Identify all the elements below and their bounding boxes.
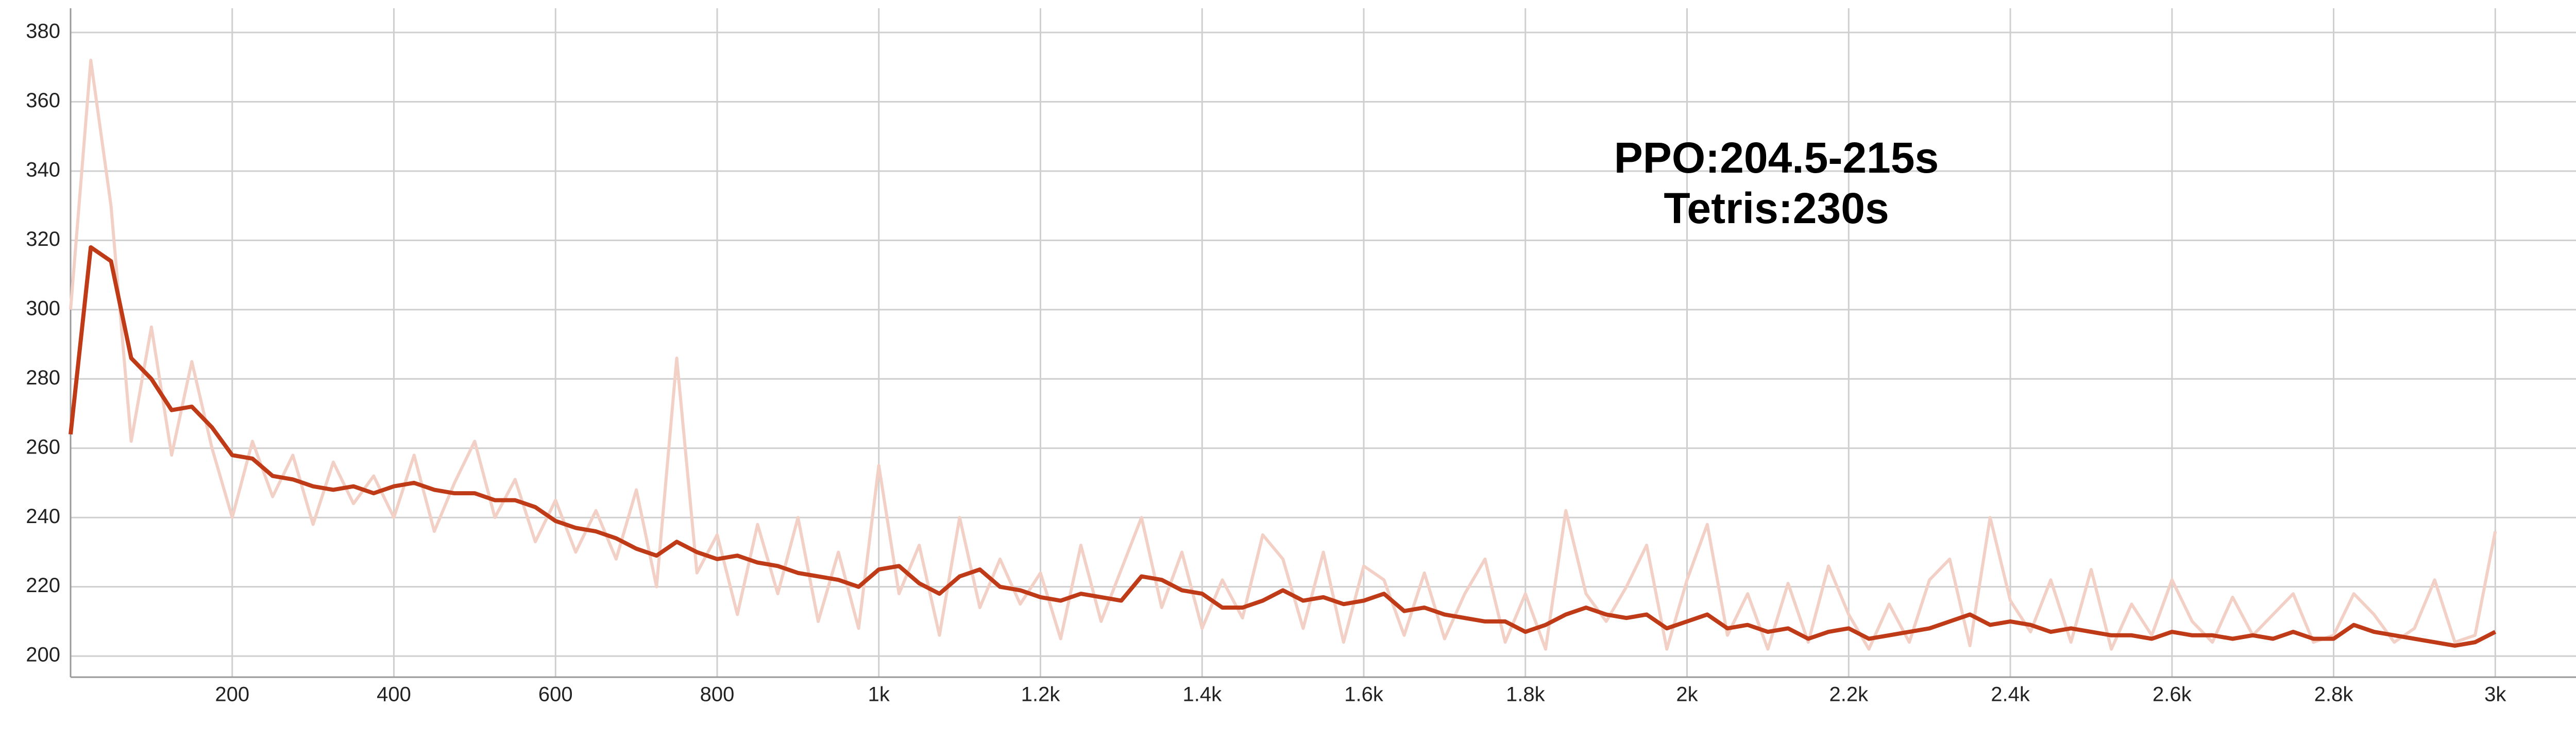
y-tick-label: 260 xyxy=(26,435,60,458)
x-tick-label: 2.4k xyxy=(1991,683,2030,706)
y-tick-label: 340 xyxy=(26,159,60,181)
x-tick-label: 2.6k xyxy=(2153,683,2192,706)
annotation: PPO:204.5-215s xyxy=(1614,133,1939,182)
x-tick-label: 400 xyxy=(377,683,411,706)
series-line xyxy=(69,245,2497,648)
x-tick-label: 2k xyxy=(1676,683,1698,706)
y-tick-label: 280 xyxy=(26,366,60,389)
x-tick-label: 1.2k xyxy=(1021,683,1061,706)
y-tick-label: 240 xyxy=(26,505,60,528)
x-tick-label: 2.2k xyxy=(1829,683,1869,706)
y-tick-label: 220 xyxy=(26,574,60,597)
series-line xyxy=(69,58,2497,651)
x-tick-label: 1k xyxy=(868,683,890,706)
y-tick-label: 200 xyxy=(26,644,60,666)
x-tick-label: 800 xyxy=(700,683,735,706)
annotation: Tetris:230s xyxy=(1664,184,1889,232)
x-tick-label: 1.4k xyxy=(1182,683,1222,706)
y-tick-label: 380 xyxy=(26,20,60,43)
y-tick-label: 300 xyxy=(26,297,60,320)
y-tick-label: 320 xyxy=(26,228,60,250)
x-tick-label: 200 xyxy=(215,683,249,706)
x-tick-label: 1.6k xyxy=(1344,683,1384,706)
x-tick-label: 1.8k xyxy=(1506,683,1546,706)
x-tick-label: 3k xyxy=(2484,683,2506,706)
x-tick-label: 2.8k xyxy=(2314,683,2354,706)
y-tick-label: 360 xyxy=(26,89,60,112)
x-tick-label: 600 xyxy=(538,683,573,706)
